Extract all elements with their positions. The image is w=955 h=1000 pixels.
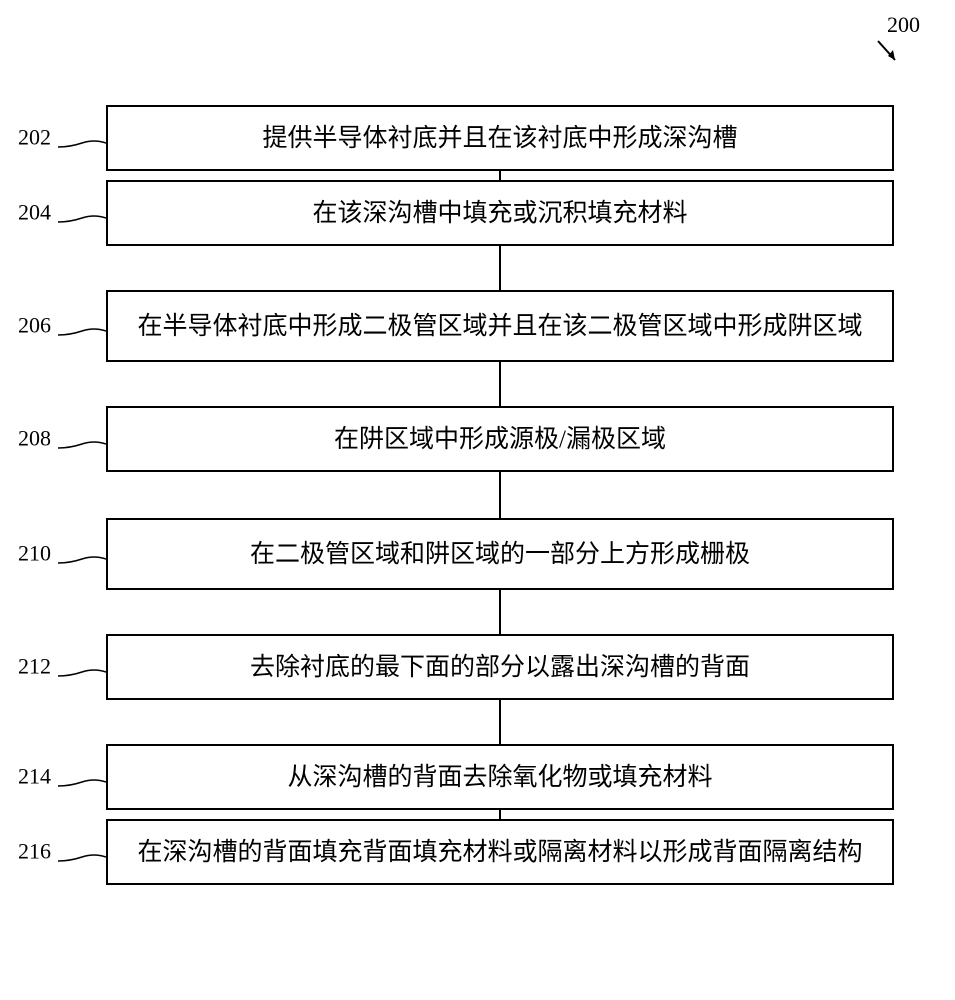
flowchart-step: 216 在深沟槽的背面填充背面填充材料或隔离材料以形成背面隔离结构 <box>105 819 895 885</box>
step-label: 212 <box>18 652 51 683</box>
connector-line <box>499 810 501 819</box>
flowchart-step: 208 在阱区域中形成源极/漏极区域 <box>105 406 895 518</box>
label-connector-icon <box>58 844 106 860</box>
label-connector-icon <box>58 130 106 146</box>
flowchart-step: 210 在二极管区域和阱区域的一部分上方形成栅极 <box>105 518 895 634</box>
step-text: 从深沟槽的背面去除氧化物或填充材料 <box>287 760 712 795</box>
step-box-214: 214 从深沟槽的背面去除氧化物或填充材料 <box>106 744 894 810</box>
step-box-212: 212 去除衬底的最下面的部分以露出深沟槽的背面 <box>106 634 894 700</box>
label-connector-icon <box>58 318 106 334</box>
connector-line <box>499 362 501 406</box>
step-box-202: 202 提供半导体衬底并且在该衬底中形成深沟槽 <box>106 105 894 171</box>
step-text: 在阱区域中形成源极/漏极区域 <box>334 422 666 457</box>
step-text: 在半导体衬底中形成二极管区域并且在该二极管区域中形成阱区域 <box>137 309 862 344</box>
step-text: 提供半导体衬底并且在该衬底中形成深沟槽 <box>262 121 737 156</box>
step-box-208: 208 在阱区域中形成源极/漏极区域 <box>106 406 894 472</box>
flowchart-step: 202 提供半导体衬底并且在该衬底中形成深沟槽 <box>105 105 895 180</box>
label-connector-icon <box>58 205 106 221</box>
step-text: 在二极管区域和阱区域的一部分上方形成栅极 <box>250 537 750 572</box>
connector-line <box>499 472 501 518</box>
step-label: 204 <box>18 198 51 229</box>
flowchart-step: 206 在半导体衬底中形成二极管区域并且在该二极管区域中形成阱区域 <box>105 290 895 406</box>
step-text: 在深沟槽的背面填充背面填充材料或隔离材料以形成背面隔离结构 <box>137 835 862 870</box>
flowchart: 202 提供半导体衬底并且在该衬底中形成深沟槽 204 在该深沟槽中填充或沉积填… <box>105 105 895 885</box>
connector-line <box>499 590 501 634</box>
step-box-210: 210 在二极管区域和阱区域的一部分上方形成栅极 <box>106 518 894 590</box>
step-box-216: 216 在深沟槽的背面填充背面填充材料或隔离材料以形成背面隔离结构 <box>106 819 894 885</box>
step-box-206: 206 在半导体衬底中形成二极管区域并且在该二极管区域中形成阱区域 <box>106 290 894 362</box>
connector-line <box>499 171 501 180</box>
step-box-204: 204 在该深沟槽中填充或沉积填充材料 <box>106 180 894 246</box>
figure-number-label: 200 <box>887 12 920 38</box>
step-label: 206 <box>18 311 51 342</box>
connector-line <box>499 246 501 290</box>
label-connector-icon <box>58 659 106 675</box>
step-label: 214 <box>18 762 51 793</box>
label-connector-icon <box>58 431 106 447</box>
step-label: 216 <box>18 837 51 868</box>
flowchart-step: 204 在该深沟槽中填充或沉积填充材料 <box>105 180 895 290</box>
step-text: 在该深沟槽中填充或沉积填充材料 <box>312 196 687 231</box>
label-connector-icon <box>58 546 106 562</box>
flowchart-step: 212 去除衬底的最下面的部分以露出深沟槽的背面 <box>105 634 895 744</box>
figure-arrow-icon <box>875 38 905 68</box>
label-connector-icon <box>58 769 106 785</box>
flowchart-step: 214 从深沟槽的背面去除氧化物或填充材料 <box>105 744 895 819</box>
connector-line <box>499 700 501 744</box>
step-label: 208 <box>18 424 51 455</box>
step-label: 202 <box>18 123 51 154</box>
step-text: 去除衬底的最下面的部分以露出深沟槽的背面 <box>250 650 750 685</box>
step-label: 210 <box>18 539 51 570</box>
